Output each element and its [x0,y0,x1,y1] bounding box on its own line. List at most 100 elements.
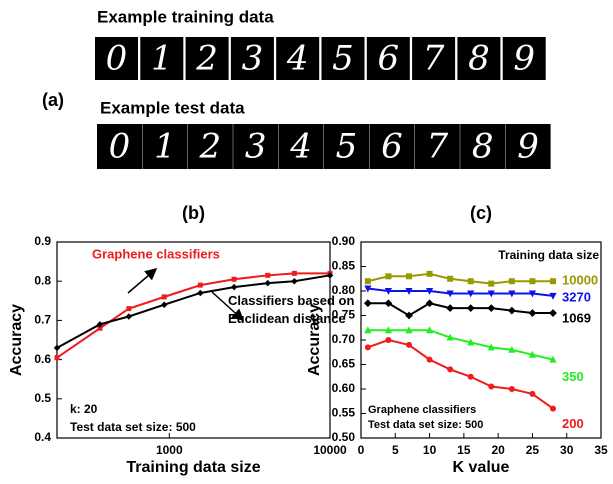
digit: 6 [377,39,399,79]
digit: 9 [517,127,539,167]
marker [550,406,556,412]
y-tick-label: 0.90 [332,234,356,248]
x-tick-label: 30 [560,443,574,457]
annotation: k: 20 [70,402,98,416]
marker [447,366,453,372]
y-axis-label: Accuracy [8,304,25,376]
page: Example training data (a) Example test d… [0,0,613,484]
chart-title: (c) [470,203,492,223]
marker [232,277,237,282]
series-line [368,274,553,284]
digit: 4 [286,39,309,79]
marker [550,278,556,284]
marker [161,301,168,308]
marker [231,284,238,291]
marker [468,374,474,380]
x-axis-label: Training data size [126,459,260,476]
series-line [368,340,553,409]
marker [265,280,272,287]
series-line [368,303,553,315]
x-tick-label: 10 [423,443,437,457]
marker [385,337,391,343]
annotation: Test data set size: 500 [368,419,483,431]
digit: 5 [336,127,358,167]
marker [198,283,203,288]
digit: 0 [106,39,128,79]
y-tick-label: 0.70 [332,332,356,346]
digit: 6 [381,127,403,167]
y-tick-label: 0.9 [34,234,51,248]
series-line [368,289,553,296]
y-tick-label: 0.65 [332,357,356,371]
digit: 3 [242,39,264,79]
annotation: Graphene classifiers [368,404,476,416]
marker [468,278,474,284]
marker [529,309,537,317]
marker [487,304,495,312]
y-axis-label: Accuracy [306,304,323,376]
marker [406,273,412,279]
digit: 7 [423,39,445,79]
marker [406,342,412,348]
digit: 8 [472,127,494,167]
digit: 8 [468,39,490,79]
x-tick-label: 20 [491,443,505,457]
digit: 4 [289,127,312,167]
y-tick-label: 0.75 [332,308,356,322]
marker [292,271,297,276]
x-axis-label: K value [453,459,510,476]
chart-title: (b) [182,203,205,223]
y-tick-label: 0.5 [34,391,51,405]
marker [385,273,391,279]
x-tick-label: 15 [457,443,471,457]
marker [291,278,298,285]
digit: 3 [245,127,267,167]
x-tick-label: 0 [358,443,365,457]
figure: Example training data (a) Example test d… [0,0,613,484]
marker [162,294,167,299]
marker [467,304,475,312]
series-line [368,330,553,359]
marker [55,355,60,360]
marker [509,386,515,392]
marker [529,391,535,397]
series-label: 200 [562,416,584,431]
plot-frame [57,242,330,438]
x-tick-label: 25 [526,443,540,457]
marker [265,273,270,278]
marker [549,309,557,317]
marker [126,306,131,311]
marker [446,304,454,312]
marker [509,278,515,284]
series-label: Graphene classifiers [92,246,220,261]
y-tick-label: 0.4 [34,430,51,444]
marker [488,384,494,390]
marker [488,281,494,287]
x-tick-label: 35 [594,443,608,457]
digit: 7 [426,127,448,167]
x-tick-label: 1000 [156,443,183,457]
y-tick-label: 0.8 [34,273,51,287]
test-title: Example test data [100,98,245,117]
series-label: 10000 [562,273,598,288]
marker [365,278,371,284]
marker [508,307,516,315]
digit: 5 [332,39,354,79]
panel-label: (a) [42,90,64,110]
y-tick-label: 0.85 [332,259,356,273]
y-tick-label: 0.60 [332,381,356,395]
y-tick-label: 0.7 [34,313,51,327]
digit: 0 [109,127,131,167]
series-label: 1069 [562,310,591,325]
x-tick-label: 10000 [313,443,347,457]
marker [529,278,535,284]
digit: 9 [513,39,535,79]
y-tick-label: 0.50 [332,430,356,444]
marker [197,290,204,297]
series-label: 3270 [562,289,591,304]
x-tick-label: 5 [392,443,399,457]
series-label: 350 [562,369,584,384]
y-tick-label: 0.55 [332,406,356,420]
arrow [128,269,156,293]
digit: 2 [195,39,218,79]
